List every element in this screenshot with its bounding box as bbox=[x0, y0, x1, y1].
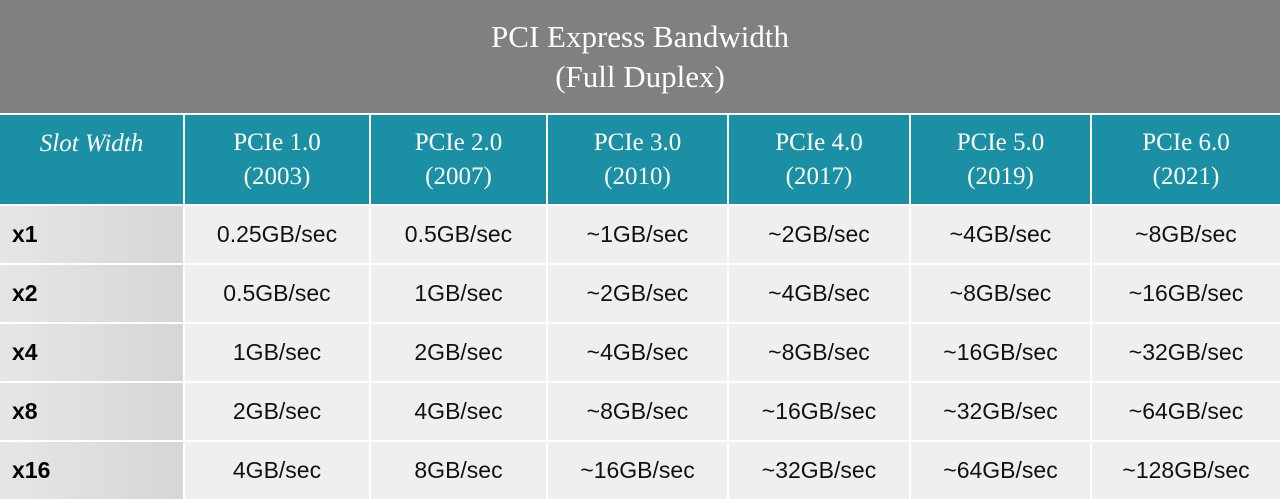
header-cell: Slot Width bbox=[0, 115, 183, 204]
table-cell: 8GB/sec bbox=[371, 442, 546, 499]
table-cell: ~4GB/sec bbox=[729, 265, 909, 322]
table-cell: ~8GB/sec bbox=[911, 265, 1090, 322]
row-header: x8 bbox=[0, 383, 183, 440]
table-cell: ~64GB/sec bbox=[1092, 383, 1280, 440]
column-version: PCIe 4.0 bbox=[775, 128, 863, 156]
column-version: PCIe 2.0 bbox=[414, 128, 503, 156]
header-cell: PCIe 4.0 (2017) bbox=[729, 115, 909, 204]
table-cell: 1GB/sec bbox=[371, 265, 546, 322]
header-text: Slot Width bbox=[39, 130, 144, 157]
table-cell: ~32GB/sec bbox=[729, 442, 909, 499]
table-cell: 1GB/sec bbox=[185, 324, 369, 381]
column-version: PCIe 3.0 bbox=[593, 128, 682, 156]
table-cell: ~64GB/sec bbox=[911, 442, 1090, 499]
table-cell: ~32GB/sec bbox=[1092, 324, 1280, 381]
header-cell: PCIe 6.0 (2021) bbox=[1092, 115, 1280, 204]
table-cell: ~2GB/sec bbox=[548, 265, 727, 322]
column-version: PCIe 1.0 bbox=[233, 128, 321, 156]
row-header: x4 bbox=[0, 324, 183, 381]
table-cell: 4GB/sec bbox=[185, 442, 369, 499]
table-cell: ~8GB/sec bbox=[1092, 206, 1280, 263]
table-cell: 0.5GB/sec bbox=[371, 206, 546, 263]
column-year: (2003) bbox=[243, 162, 311, 190]
table-cell: 4GB/sec bbox=[371, 383, 546, 440]
table-cell: 2GB/sec bbox=[371, 324, 546, 381]
table-cell: ~4GB/sec bbox=[548, 324, 727, 381]
table-cell: ~1GB/sec bbox=[548, 206, 727, 263]
column-version: PCIe 6.0 bbox=[1142, 128, 1230, 156]
table-cell: ~2GB/sec bbox=[729, 206, 909, 263]
column-year: (2021) bbox=[1152, 162, 1220, 190]
title-line: PCI Express Bandwidth bbox=[491, 18, 789, 54]
table-cell: ~16GB/sec bbox=[548, 442, 727, 499]
title-line: (Full Duplex) bbox=[555, 58, 725, 94]
table-cell: ~4GB/sec bbox=[911, 206, 1090, 263]
table-cell: 0.25GB/sec bbox=[185, 206, 369, 263]
column-version: PCIe 5.0 bbox=[956, 128, 1045, 156]
table-cell: ~16GB/sec bbox=[1092, 265, 1280, 322]
table-cell: ~128GB/sec bbox=[1092, 442, 1280, 499]
table-cell: 0.5GB/sec bbox=[185, 265, 369, 322]
header-cell: PCIe 5.0 (2019) bbox=[911, 115, 1090, 204]
table-cell: ~16GB/sec bbox=[911, 324, 1090, 381]
column-year: (2010) bbox=[604, 162, 671, 190]
table-cell: ~32GB/sec bbox=[911, 383, 1090, 440]
column-year: (2007) bbox=[425, 162, 492, 190]
row-header: x16 bbox=[0, 442, 183, 499]
column-year: (2019) bbox=[967, 162, 1034, 190]
header-cell: PCIe 1.0 (2003) bbox=[185, 115, 369, 204]
header-cell: PCIe 3.0 (2010) bbox=[548, 115, 727, 204]
table-cell: ~16GB/sec bbox=[729, 383, 909, 440]
row-header: x1 bbox=[0, 206, 183, 263]
column-year: (2017) bbox=[785, 162, 853, 190]
title-banner: PCI Express Bandwidth (Full Duplex) bbox=[0, 0, 1280, 113]
row-header: x2 bbox=[0, 265, 183, 322]
bandwidth-table: Slot Width PCIe 1.0 (2003) PCIe 2.0 (2007) PC… bbox=[0, 115, 1280, 499]
table-cell: ~8GB/sec bbox=[729, 324, 909, 381]
header-cell: PCIe 2.0 (2007) bbox=[371, 115, 546, 204]
table-cell: 2GB/sec bbox=[185, 383, 369, 440]
table-cell: ~8GB/sec bbox=[548, 383, 727, 440]
